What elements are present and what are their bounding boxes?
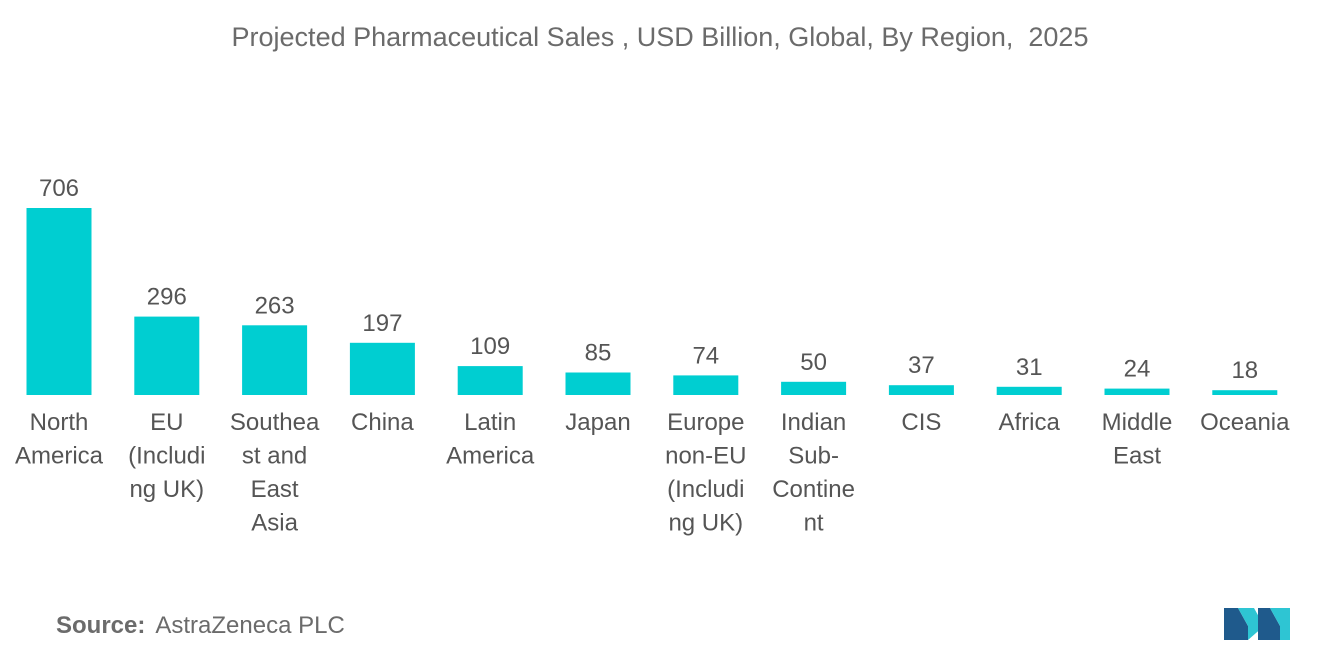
data-label-2: 263	[255, 292, 295, 319]
chart-title: Projected Pharmaceutical Sales , USD Bil…	[231, 22, 1089, 52]
bar-10	[1104, 388, 1170, 395]
category-label-10: Middle East	[1102, 409, 1173, 470]
data-label-11: 18	[1231, 357, 1258, 384]
bar-4	[457, 366, 523, 395]
data-label-3: 197	[362, 310, 402, 337]
category-label-9: Africa	[999, 409, 1061, 436]
bar-1	[134, 316, 200, 395]
bar-11	[1212, 390, 1278, 395]
data-label-5: 85	[585, 340, 612, 367]
data-label-10: 24	[1124, 356, 1151, 383]
bar-8	[888, 385, 954, 395]
bar-5	[565, 372, 631, 395]
data-label-7: 50	[800, 349, 827, 376]
category-label-4: Latin America	[446, 409, 535, 470]
bar-2	[242, 325, 308, 395]
bar-0	[26, 208, 92, 395]
bar-6	[673, 375, 739, 395]
data-label-0: 706	[39, 175, 79, 202]
bar-9	[996, 386, 1062, 395]
data-label-6: 74	[692, 342, 719, 369]
category-label-5: Japan	[565, 409, 630, 436]
bar-3	[349, 342, 415, 395]
category-label-8: CIS	[901, 409, 941, 436]
data-label-4: 109	[470, 333, 510, 360]
data-label-8: 37	[908, 352, 935, 379]
source-value: AstraZeneca PLC	[155, 612, 345, 639]
data-label-9: 31	[1016, 354, 1043, 381]
category-label-0: North America	[15, 409, 104, 470]
category-label-1: EU (Includi ng UK)	[128, 409, 205, 503]
source-note: Source: AstraZeneca PLC	[56, 612, 345, 640]
data-label-1: 296	[147, 284, 187, 311]
category-label-3: China	[351, 409, 414, 436]
mordor-intelligence-logo-icon	[1224, 608, 1290, 640]
category-label-6: Europe non-EU (Includi ng UK)	[665, 409, 746, 537]
bar-7	[781, 381, 847, 395]
bar-chart: 706 North America 296 EU (Includi ng UK) 263 Sou…	[15, 175, 1290, 537]
category-label-7: Indian Sub-Contine nt	[772, 409, 855, 537]
source-label: Source:	[56, 612, 146, 639]
category-label-2: Southea st and East Asia	[230, 409, 320, 537]
category-label-11: Oceania	[1200, 409, 1290, 436]
